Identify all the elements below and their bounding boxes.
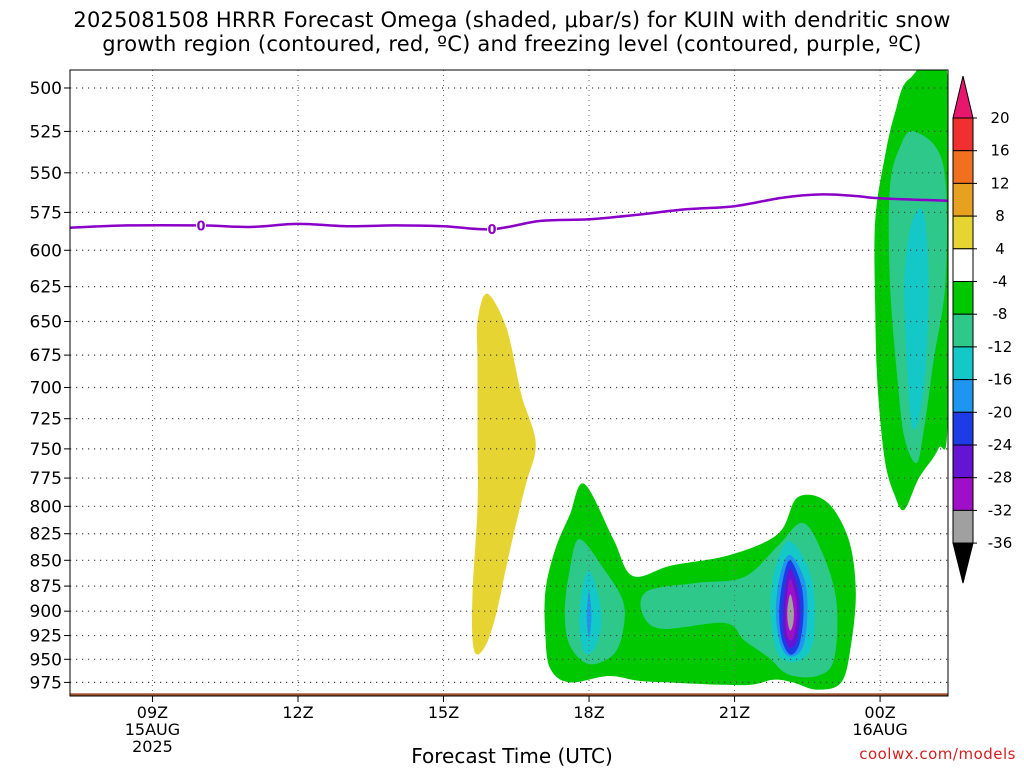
colorbar-top-arrow bbox=[952, 75, 974, 119]
colorbar-segment bbox=[952, 346, 974, 381]
colorbar-label: -8 bbox=[993, 305, 1008, 323]
y-tick-label: 625 bbox=[30, 278, 62, 298]
y-tick-label: 725 bbox=[30, 410, 62, 430]
colorbar: 20 16 12 8 4 -4 -8 -12 -16 -20 -24 -28 -32 -36 bbox=[952, 75, 1013, 584]
colorbar-segment bbox=[952, 444, 974, 479]
x-tick-label: 2025 bbox=[132, 737, 173, 756]
y-tick-label: 650 bbox=[30, 313, 62, 333]
x-tick-label: 18Z bbox=[573, 703, 604, 722]
colorbar-segment bbox=[952, 215, 974, 250]
y-tick-label: 850 bbox=[30, 551, 62, 571]
colorbar-label: -4 bbox=[993, 273, 1008, 291]
colorbar-segment bbox=[952, 411, 974, 446]
freezing-level-line bbox=[70, 193, 948, 231]
x-tick-label: 12Z bbox=[282, 703, 313, 722]
colorbar-segment bbox=[952, 477, 974, 511]
surface-band bbox=[70, 693, 948, 696]
colorbar-segment bbox=[952, 379, 974, 413]
colorbar-segment bbox=[952, 182, 974, 217]
y-tick-label: 975 bbox=[30, 673, 62, 693]
colorbar-bottom-arrow bbox=[952, 542, 974, 584]
colorbar-segment bbox=[952, 281, 974, 315]
colorbar-label: 8 bbox=[995, 207, 1005, 225]
x-tick-label: 21Z bbox=[719, 703, 750, 722]
y-tick-label: 875 bbox=[30, 577, 62, 597]
colorbar-label: 20 bbox=[990, 109, 1009, 127]
y-tick-label: 825 bbox=[30, 525, 62, 545]
y-tick-label: 525 bbox=[30, 122, 62, 142]
title-line-1: 2025081508 HRRR Forecast Omega (shaded, … bbox=[73, 8, 951, 32]
colorbar-label: -32 bbox=[988, 501, 1013, 519]
plot-frame bbox=[69, 69, 949, 697]
colorbar-label: -28 bbox=[988, 469, 1013, 487]
x-tick-label: 15AUG bbox=[125, 720, 180, 739]
colorbar-segment bbox=[952, 313, 974, 348]
x-tick-label: 16AUG bbox=[852, 720, 907, 739]
omega-region-11 bbox=[586, 591, 592, 639]
y-tick-label: 800 bbox=[30, 497, 62, 517]
freezing-label-bg-0 bbox=[195, 217, 206, 233]
y-tick-label: 775 bbox=[30, 469, 62, 489]
colorbar-label: 12 bbox=[990, 174, 1009, 192]
x-axis-title: Forecast Time (UTC) bbox=[411, 744, 613, 768]
y-tick-label: 700 bbox=[30, 378, 62, 398]
colorbar-label: -20 bbox=[988, 403, 1013, 421]
y-tick-label: 550 bbox=[30, 164, 62, 184]
colorbar-label: 16 bbox=[990, 142, 1009, 160]
site-credit[interactable]: coolwx.com/models bbox=[859, 745, 1016, 763]
colorbar-label: -36 bbox=[988, 534, 1013, 552]
y-axis: 500 525 550 575 600 625 650 675 700 725 750 775 800 8… bbox=[30, 79, 70, 693]
y-tick-label: 950 bbox=[30, 650, 62, 670]
freezing-level-label: 0 bbox=[487, 223, 496, 238]
y-tick-label: 900 bbox=[30, 602, 62, 622]
title-line-2: growth region (contoured, red, ºC) and f… bbox=[102, 32, 922, 56]
y-tick-label: 675 bbox=[30, 346, 62, 366]
colorbar-label: -12 bbox=[988, 338, 1013, 356]
x-tick-label: 09Z bbox=[137, 703, 168, 722]
colorbar-label: -16 bbox=[988, 371, 1013, 389]
y-tick-label: 500 bbox=[30, 79, 62, 99]
y-tick-label: 600 bbox=[30, 241, 62, 261]
omega-region-8 bbox=[904, 208, 929, 430]
surface-ground bbox=[70, 693, 948, 696]
x-tick-label: 15Z bbox=[428, 703, 459, 722]
colorbar-label: -24 bbox=[988, 436, 1013, 454]
colorbar-segment bbox=[952, 150, 974, 184]
y-tick-label: 750 bbox=[30, 440, 62, 460]
omega-region-15 bbox=[787, 594, 794, 631]
x-tick-label: 00Z bbox=[864, 703, 895, 722]
y-tick-label: 575 bbox=[30, 203, 62, 223]
freezing-level-label: 0 bbox=[196, 219, 205, 234]
colorbar-segment bbox=[952, 248, 974, 283]
colorbar-segment bbox=[952, 509, 974, 544]
freezing-label-bg-1 bbox=[487, 221, 498, 237]
y-tick-label: 925 bbox=[30, 627, 62, 647]
grid-lines bbox=[70, 70, 948, 696]
omega-region-0 bbox=[472, 293, 536, 655]
chart-title: 2025081508 HRRR Forecast Omega (shaded, … bbox=[0, 8, 1024, 56]
colorbar-label: 4 bbox=[995, 240, 1005, 258]
colorbar-segment bbox=[952, 117, 974, 152]
